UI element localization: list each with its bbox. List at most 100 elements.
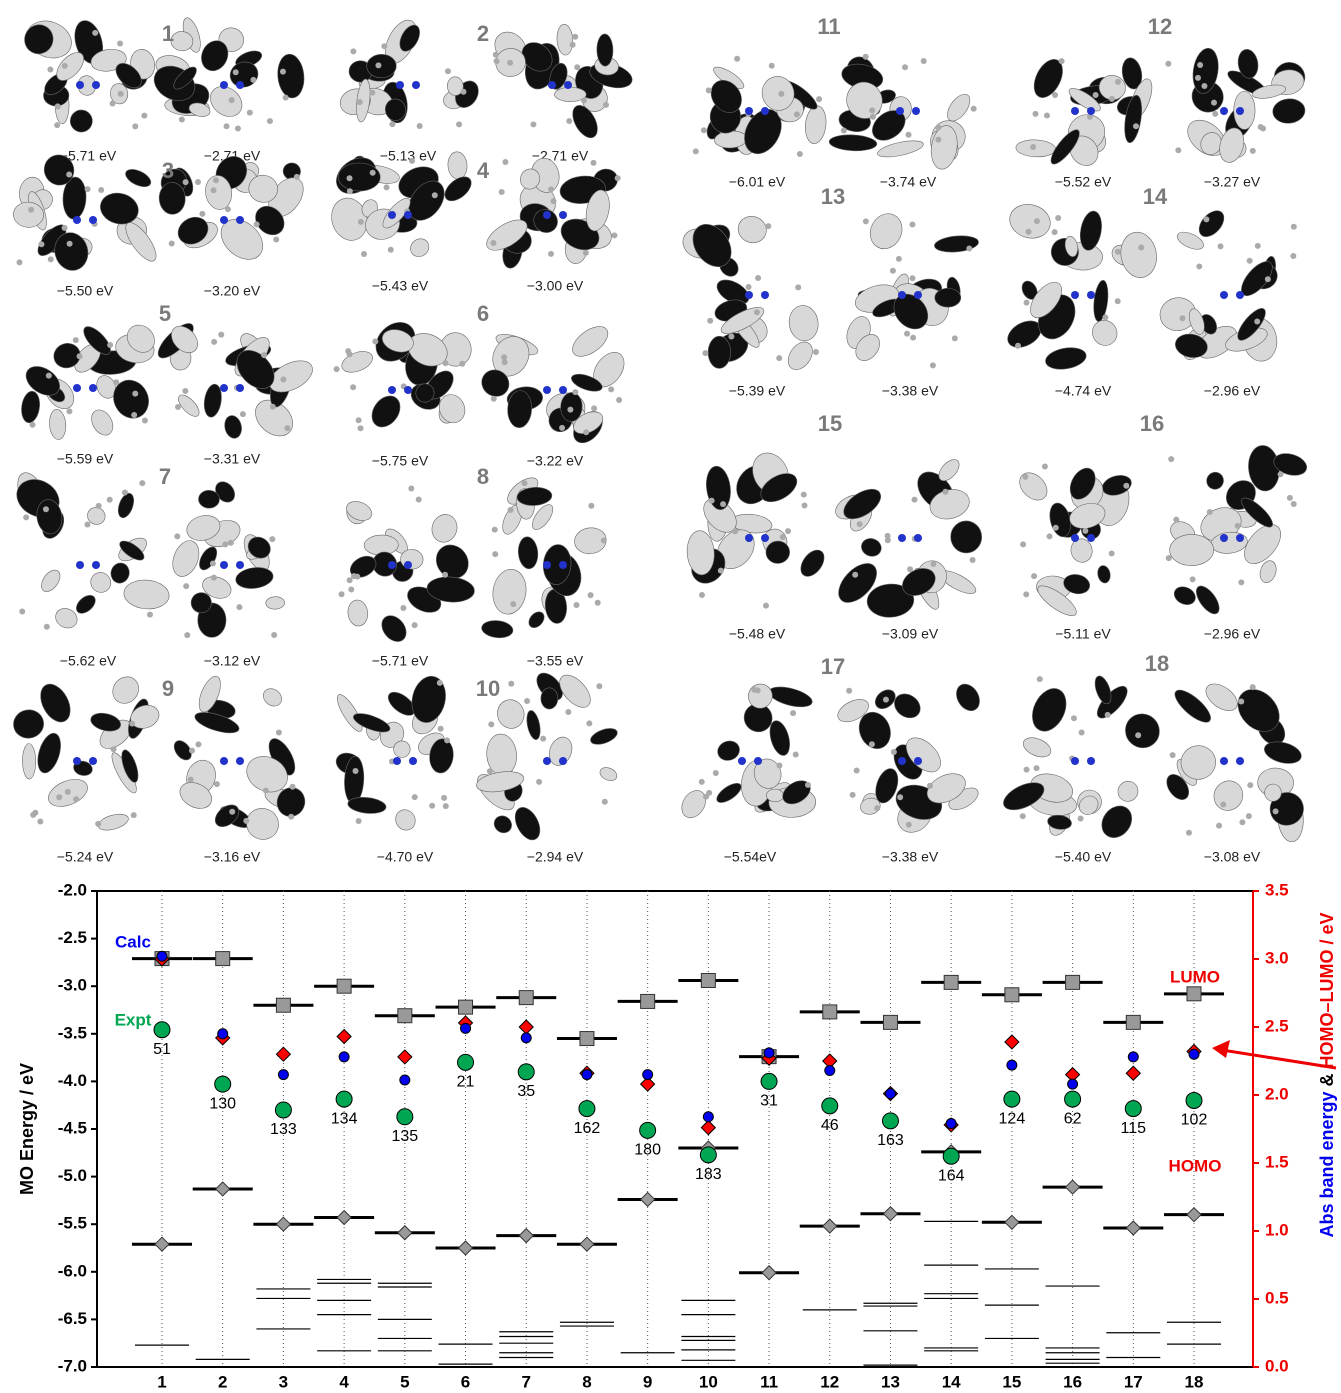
orbital-lobe xyxy=(926,773,966,804)
atom xyxy=(54,103,61,110)
orbital-lobe xyxy=(743,703,773,733)
orbital-lobe xyxy=(843,488,882,520)
atom xyxy=(898,291,906,299)
atom xyxy=(227,539,234,546)
expt-marker xyxy=(214,1075,232,1093)
orbital-lobe xyxy=(331,197,368,241)
lumo-marker xyxy=(1065,974,1081,990)
atom xyxy=(929,362,936,369)
atom xyxy=(89,757,97,765)
expt-marker xyxy=(699,1146,717,1164)
atom xyxy=(1071,534,1079,542)
orbital-lobe xyxy=(13,201,44,228)
expt-label: 102 xyxy=(1181,1112,1208,1129)
atom xyxy=(491,526,498,533)
y-tick-label: -4.5 xyxy=(58,1118,87,1137)
expt-label: 134 xyxy=(331,1110,358,1127)
orbital-lobe xyxy=(1121,57,1143,90)
orbital-image xyxy=(157,323,313,439)
atom xyxy=(1236,291,1244,299)
atom xyxy=(61,224,68,231)
atom xyxy=(289,783,296,790)
orbital-lobe xyxy=(21,390,40,424)
atom xyxy=(288,813,295,820)
atom xyxy=(1220,801,1227,808)
atom xyxy=(591,405,598,412)
atom xyxy=(1238,698,1245,705)
atom xyxy=(565,709,572,716)
orbital-lobe xyxy=(123,579,170,610)
atom xyxy=(897,794,904,801)
homo-energy: −5.13 eV xyxy=(380,148,437,164)
lumo-energy: −3.08 eV xyxy=(1204,849,1261,865)
atom xyxy=(564,81,572,89)
y2-tick-label: 1.5 xyxy=(1265,1152,1289,1171)
atom xyxy=(588,502,595,509)
y-tick-label: -7.0 xyxy=(58,1356,87,1375)
expt-label: 115 xyxy=(1121,1120,1147,1137)
atom xyxy=(222,541,229,548)
atom xyxy=(951,335,958,342)
homo-marker xyxy=(457,1240,474,1256)
orbital-lobe xyxy=(255,205,285,236)
atom xyxy=(29,421,36,428)
y2-title-part: Abs band energy xyxy=(1317,1092,1337,1238)
homo-marker xyxy=(882,1206,899,1222)
orbital-lobe xyxy=(765,540,790,564)
atom xyxy=(1203,216,1210,223)
atom xyxy=(1220,534,1228,542)
atom xyxy=(38,241,45,248)
atom xyxy=(862,53,869,60)
orbital-lobe xyxy=(556,24,574,56)
homo-energy: −6.01 eV xyxy=(729,174,786,190)
expt-marker xyxy=(396,1108,414,1126)
atom xyxy=(889,267,896,274)
orbital-lobe xyxy=(481,620,514,639)
lumo-energy: −2.71 eV xyxy=(204,148,261,164)
orbital-lobe xyxy=(91,409,114,436)
orbital-lobe xyxy=(720,307,765,334)
orbital-image xyxy=(692,55,827,157)
atom xyxy=(117,40,124,47)
orbital-lobe xyxy=(1079,210,1102,251)
atom xyxy=(1135,732,1142,739)
atom xyxy=(436,679,443,686)
expt-label: 124 xyxy=(999,1110,1026,1127)
orbital-lobe xyxy=(481,369,510,397)
atom xyxy=(566,117,573,124)
atom xyxy=(346,577,353,584)
y2-tick-label: 0.5 xyxy=(1265,1288,1289,1307)
y2-tick-label: 3.5 xyxy=(1265,880,1289,899)
atom xyxy=(243,817,250,824)
atom xyxy=(776,762,783,769)
panel-label: 14 xyxy=(1143,184,1168,209)
panel-label: 4 xyxy=(477,158,490,183)
orbital-image xyxy=(481,326,625,444)
atom xyxy=(442,803,449,810)
atom xyxy=(1071,291,1079,299)
atom xyxy=(1133,123,1140,130)
y2-tick-label: 2.0 xyxy=(1265,1084,1289,1103)
atom xyxy=(66,171,73,178)
lumo-energy: −3.16 eV xyxy=(204,849,261,865)
atom xyxy=(1115,78,1122,85)
orbital-lobe xyxy=(1175,333,1208,358)
calc-marker xyxy=(520,1032,532,1044)
atom xyxy=(1046,533,1053,540)
y2-tick-label: 3.0 xyxy=(1265,948,1289,967)
atom xyxy=(73,757,81,765)
atom xyxy=(1023,766,1030,773)
atom xyxy=(236,384,244,392)
atom xyxy=(261,352,268,359)
atom xyxy=(354,573,361,580)
atom xyxy=(490,395,497,402)
atom xyxy=(1236,757,1244,765)
orbital-lobe xyxy=(158,182,186,215)
orbital-image xyxy=(835,459,983,618)
orbital-lobe xyxy=(247,536,271,559)
homo-energy: −5.59 eV xyxy=(57,451,114,467)
atom xyxy=(1114,248,1121,255)
atom xyxy=(801,502,808,509)
atom xyxy=(1169,752,1176,759)
